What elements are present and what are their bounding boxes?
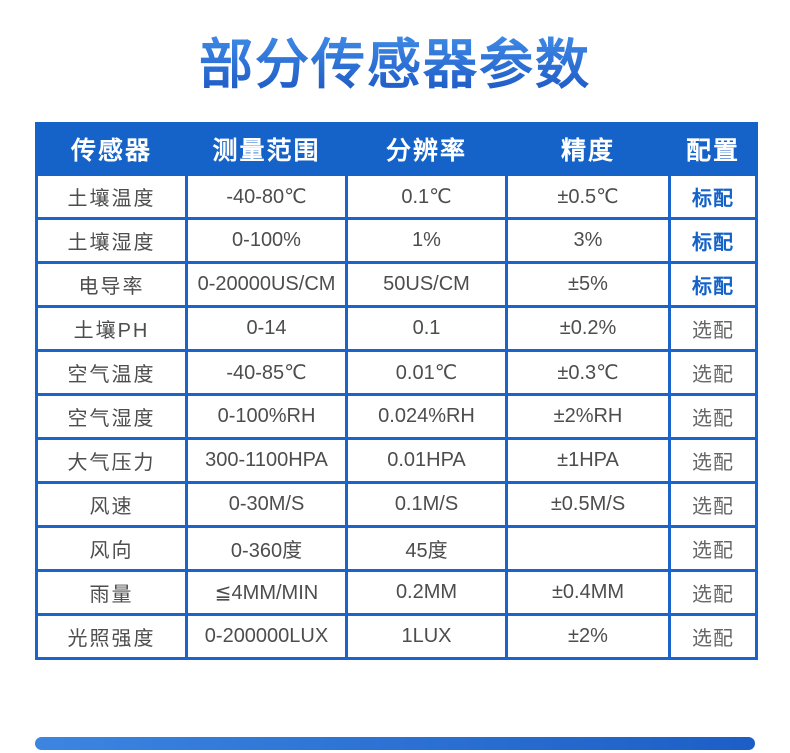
cell-accuracy: ±0.2%	[505, 305, 671, 352]
table-row: 电导率 0-20000US/CM 50US/CM ±5% 标配	[35, 261, 758, 308]
cell-sensor: 土壤PH	[35, 305, 188, 352]
table-row: 土壤湿度 0-100% 1% 3% 标配	[35, 217, 758, 264]
cell-resolution: 0.1	[345, 305, 508, 352]
cell-accuracy	[505, 525, 671, 572]
cell-range: -40-85℃	[185, 349, 348, 396]
cell-resolution: 0.024%RH	[345, 393, 508, 440]
cell-accuracy: ±0.5℃	[505, 173, 671, 220]
cell-accuracy: ±0.4MM	[505, 569, 671, 616]
cell-config: 选配	[668, 481, 758, 528]
cell-config: 标配	[668, 217, 758, 264]
cell-range: 300-1100HPA	[185, 437, 348, 484]
cell-sensor: 空气湿度	[35, 393, 188, 440]
cell-resolution: 1LUX	[345, 613, 508, 660]
cell-resolution: 0.01HPA	[345, 437, 508, 484]
cell-config: 选配	[668, 305, 758, 352]
cell-resolution: 0.2MM	[345, 569, 508, 616]
cell-accuracy: ±2%	[505, 613, 671, 660]
column-header-range: 测量范围	[185, 122, 348, 176]
table-row: 风向 0-360度 45度 选配	[35, 525, 758, 572]
cell-config: 标配	[668, 261, 758, 308]
table-row: 光照强度 0-200000LUX 1LUX ±2% 选配	[35, 613, 758, 660]
cell-resolution: 0.1M/S	[345, 481, 508, 528]
cell-sensor: 土壤温度	[35, 173, 188, 220]
table-row: 空气湿度 0-100%RH 0.024%RH ±2%RH 选配	[35, 393, 758, 440]
cell-resolution: 0.01℃	[345, 349, 508, 396]
cell-accuracy: ±1HPA	[505, 437, 671, 484]
cell-range: -40-80℃	[185, 173, 348, 220]
bottom-accent-bar	[35, 737, 755, 750]
table-header-row: 传感器 测量范围 分辨率 精度 配置	[35, 122, 758, 176]
column-header-resolution: 分辨率	[345, 122, 508, 176]
cell-accuracy: ±2%RH	[505, 393, 671, 440]
cell-resolution: 0.1℃	[345, 173, 508, 220]
cell-config: 标配	[668, 173, 758, 220]
cell-accuracy: 3%	[505, 217, 671, 264]
cell-resolution: 45度	[345, 525, 508, 572]
cell-config: 选配	[668, 437, 758, 484]
table-row: 大气压力 300-1100HPA 0.01HPA ±1HPA 选配	[35, 437, 758, 484]
table-row: 空气温度 -40-85℃ 0.01℃ ±0.3℃ 选配	[35, 349, 758, 396]
table-row: 雨量 ≦4MM/MIN 0.2MM ±0.4MM 选配	[35, 569, 758, 616]
column-header-config: 配置	[668, 122, 758, 176]
cell-range: 0-14	[185, 305, 348, 352]
cell-sensor: 风速	[35, 481, 188, 528]
table-body: 土壤温度 -40-80℃ 0.1℃ ±0.5℃ 标配 土壤湿度 0-100% 1% 3% 标配 电导…	[35, 173, 758, 660]
column-header-sensor: 传感器	[35, 122, 188, 176]
sensor-spec-table: 传感器 测量范围 分辨率 精度 配置 土壤温度 -40-80℃ 0.1℃ ±0.5℃ 标配 土壤湿…	[35, 122, 758, 660]
cell-config: 选配	[668, 349, 758, 396]
cell-resolution: 1%	[345, 217, 508, 264]
cell-range: 0-30M/S	[185, 481, 348, 528]
cell-sensor: 大气压力	[35, 437, 188, 484]
cell-sensor: 雨量	[35, 569, 188, 616]
cell-accuracy: ±5%	[505, 261, 671, 308]
cell-range: 0-20000US/CM	[185, 261, 348, 308]
cell-config: 选配	[668, 525, 758, 572]
table-row: 风速 0-30M/S 0.1M/S ±0.5M/S 选配	[35, 481, 758, 528]
cell-sensor: 土壤湿度	[35, 217, 188, 264]
cell-sensor: 电导率	[35, 261, 188, 308]
cell-accuracy: ±0.3℃	[505, 349, 671, 396]
cell-range: 0-100%RH	[185, 393, 348, 440]
column-header-accuracy: 精度	[505, 122, 671, 176]
cell-range: 0-100%	[185, 217, 348, 264]
cell-config: 选配	[668, 569, 758, 616]
cell-sensor: 风向	[35, 525, 188, 572]
table-row: 土壤温度 -40-80℃ 0.1℃ ±0.5℃ 标配	[35, 173, 758, 220]
page-title: 部分传感器参数	[0, 20, 790, 99]
table-row: 土壤PH 0-14 0.1 ±0.2% 选配	[35, 305, 758, 352]
cell-sensor: 光照强度	[35, 613, 188, 660]
cell-range: 0-360度	[185, 525, 348, 572]
cell-range: 0-200000LUX	[185, 613, 348, 660]
cell-range: ≦4MM/MIN	[185, 569, 348, 616]
cell-sensor: 空气温度	[35, 349, 188, 396]
cell-accuracy: ±0.5M/S	[505, 481, 671, 528]
cell-resolution: 50US/CM	[345, 261, 508, 308]
cell-config: 选配	[668, 393, 758, 440]
cell-config: 选配	[668, 613, 758, 660]
